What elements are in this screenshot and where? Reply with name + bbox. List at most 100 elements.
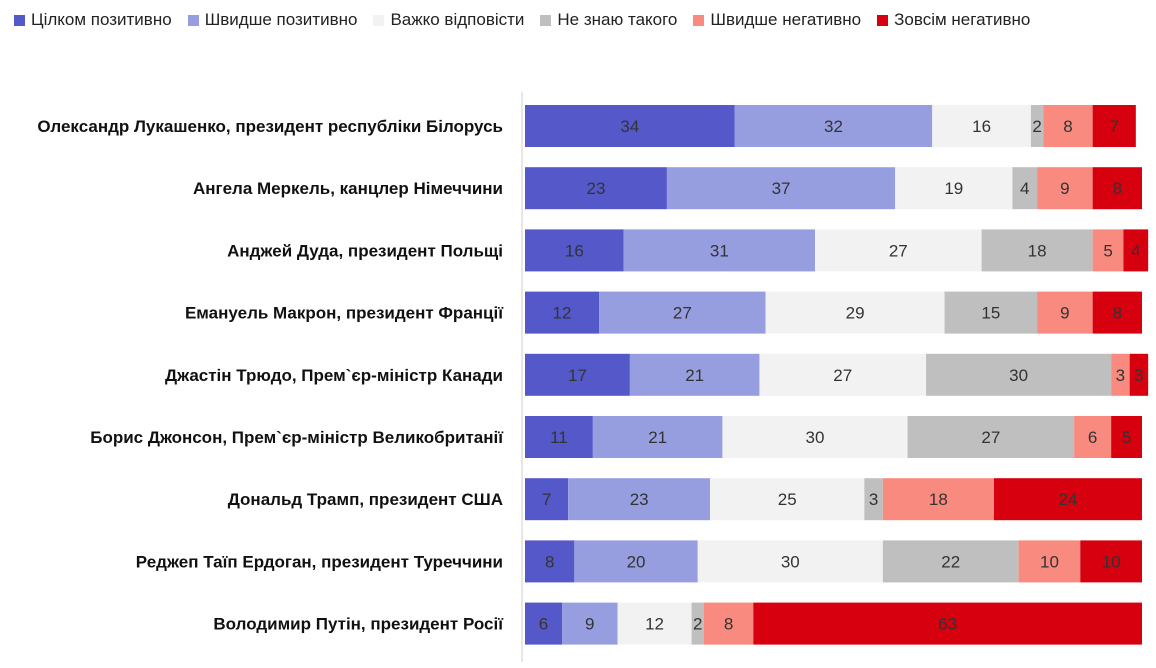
bar-segment [525, 602, 563, 645]
data-label: 15 [981, 304, 1000, 323]
bar-segment [1092, 167, 1142, 210]
bar-segment [710, 478, 865, 521]
data-label: 19 [944, 179, 963, 198]
bar-segment [525, 540, 575, 583]
data-label: 63 [938, 615, 957, 634]
data-label: 6 [1088, 428, 1097, 447]
data-label: 32 [824, 117, 843, 136]
chart-legend: Цілком позитивно Швидше позитивно Важко ві… [14, 8, 1046, 32]
data-label: 29 [846, 304, 865, 323]
bar-segment [592, 416, 723, 458]
bar-segment [734, 105, 933, 147]
legend-swatch [693, 14, 705, 26]
bar-segment [907, 416, 1075, 458]
data-label: 20 [627, 552, 646, 571]
bar-segment [1074, 416, 1112, 458]
data-label: 27 [673, 304, 692, 323]
bar-segment [759, 353, 927, 396]
data-label: 27 [889, 241, 908, 260]
bar-segment [926, 353, 1112, 396]
bar-segment [599, 291, 766, 334]
data-label: 30 [1009, 366, 1028, 385]
data-label: 22 [941, 552, 960, 571]
data-label: 4 [1131, 241, 1140, 260]
data-label: 5 [1103, 241, 1112, 260]
legend-label: Швидше негативно [710, 10, 862, 29]
bar-segment [1012, 167, 1038, 210]
category-label: Анджей Дуда, президент Польщі [227, 241, 503, 260]
bar-segment [993, 478, 1142, 521]
legend-label: Не знаю такого [557, 10, 678, 29]
legend-label: Важко відповісти [390, 10, 525, 29]
data-label: 9 [1060, 304, 1069, 323]
data-label: 21 [685, 366, 704, 385]
data-label: 3 [1134, 366, 1143, 385]
bar-segment [568, 478, 711, 521]
legend-item: Швидше негативно [693, 10, 861, 30]
legend-item: Швидше позитивно [187, 10, 358, 30]
bar-segment [753, 602, 1142, 645]
bar-segment [525, 229, 624, 272]
legend-label: Швидше позитивно [204, 10, 358, 29]
legend-item: Зовсім негативно [877, 10, 1030, 30]
category-label: Реджеп Таїп Ердоган, президент Туреччини [136, 552, 503, 571]
data-label: 2 [1032, 117, 1041, 136]
data-label: 9 [585, 615, 594, 634]
legend-item: Важко відповісти [373, 10, 524, 30]
data-label: 12 [553, 304, 572, 323]
bar-segment [574, 540, 698, 583]
data-label: 16 [972, 117, 991, 136]
bar-segment [722, 416, 908, 458]
legend-swatch [877, 14, 889, 26]
bar-segment [814, 229, 982, 272]
bar-segment [1123, 229, 1149, 272]
bar-segment [981, 229, 1093, 272]
data-label: 7 [1109, 117, 1118, 136]
data-label: 18 [929, 490, 948, 509]
data-label: 23 [586, 179, 605, 198]
bar-segment [864, 478, 883, 521]
bar-segment [1018, 540, 1081, 583]
legend-label: Цілком позитивно [31, 10, 172, 29]
bar-segment [1092, 229, 1124, 272]
bar-segment [525, 478, 569, 521]
category-label: Володимир Путін, президент Росії [213, 615, 504, 634]
legend-item: Цілком позитивно [14, 10, 172, 30]
bar-segment [944, 291, 1038, 334]
bar-segment [895, 167, 1013, 210]
bar-segment [1092, 105, 1136, 147]
category-label: Борис Джонсон, Прем`єр-міністр Великобри… [90, 428, 504, 447]
data-label: 2 [693, 615, 702, 634]
data-label: 34 [620, 117, 639, 136]
data-label: 24 [1058, 490, 1077, 509]
data-label: 3 [869, 490, 878, 509]
data-label: 4 [1020, 179, 1029, 198]
data-label: 11 [550, 428, 568, 447]
category-label: Дональд Трамп, президент США [228, 490, 503, 509]
data-label: 8 [545, 552, 554, 571]
data-label: 10 [1040, 552, 1059, 571]
bar-segment [1092, 291, 1142, 334]
data-label: 6 [539, 615, 548, 634]
legend-swatch [540, 14, 552, 26]
category-label: Ангела Меркель, канцлер Німеччини [193, 179, 503, 198]
legend-item: Не знаю такого [540, 10, 677, 30]
bar-segment [691, 602, 704, 645]
bar-segment [1129, 353, 1149, 396]
bar-segment [1030, 105, 1044, 147]
legend-swatch [187, 14, 199, 26]
bar-segment [882, 478, 994, 521]
data-label: 10 [1102, 552, 1121, 571]
data-label: 8 [1063, 117, 1072, 136]
bar-segment [765, 291, 945, 334]
data-label: 17 [568, 366, 587, 385]
bar-segment [1037, 167, 1093, 210]
bar-segment [703, 602, 754, 645]
bar-segment [629, 353, 760, 396]
data-label: 18 [1028, 241, 1047, 260]
data-label: 31 [710, 241, 729, 260]
bar-segment [525, 105, 735, 147]
data-label: 5 [1122, 428, 1131, 447]
bar-segment [1080, 540, 1142, 583]
